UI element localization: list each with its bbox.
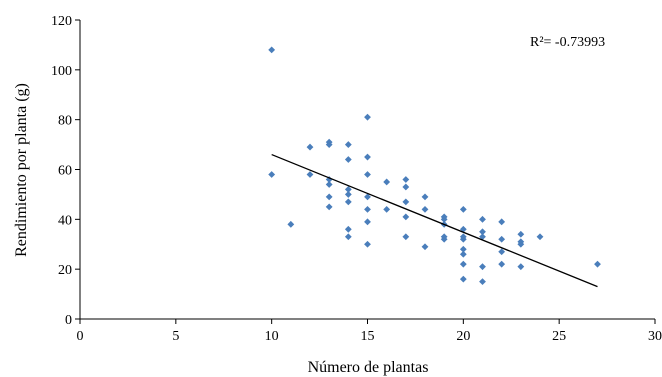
axes — [79, 20, 655, 320]
y-tick-label: 80 — [58, 114, 72, 129]
data-point — [364, 113, 371, 121]
x-tick-label: 15 — [361, 329, 375, 344]
data-point — [459, 250, 467, 258]
data-point — [402, 198, 410, 206]
data-point — [421, 193, 429, 201]
data-point — [459, 205, 467, 213]
data-point — [498, 260, 506, 268]
x-tick-label: 0 — [77, 329, 84, 344]
data-point — [594, 260, 601, 268]
data-point — [459, 260, 467, 268]
data-point — [268, 171, 276, 178]
x-tick-label: 25 — [552, 329, 566, 344]
y-tick-label: 40 — [58, 213, 72, 228]
data-point — [268, 46, 276, 54]
data-points — [268, 46, 601, 286]
x-axis-title: Número de plantas — [308, 359, 429, 376]
data-point — [364, 218, 371, 226]
trendline — [271, 153, 598, 288]
data-point — [344, 198, 352, 206]
data-point — [383, 178, 391, 186]
x-tick-label: 30 — [648, 329, 662, 344]
data-point — [498, 235, 506, 243]
data-point — [306, 171, 314, 178]
data-point — [459, 245, 467, 253]
data-point — [517, 263, 525, 271]
data-point — [344, 186, 352, 193]
data-point — [402, 183, 410, 191]
ticks: 0 20 40 60 80 100 120 0 5 10 15 20 25 30 — [51, 14, 662, 344]
data-point — [287, 220, 295, 228]
data-point — [306, 143, 314, 151]
data-point — [325, 203, 333, 211]
data-point — [402, 233, 410, 241]
data-point — [325, 193, 333, 201]
y-tick-label: 60 — [58, 164, 72, 179]
data-point — [421, 243, 429, 251]
r-squared-annotation: R²= -0.73993 — [530, 35, 605, 50]
data-point — [517, 230, 525, 238]
x-tick-label: 10 — [265, 329, 279, 344]
data-point — [344, 233, 352, 241]
data-point — [440, 235, 448, 243]
data-point — [364, 240, 371, 248]
data-point — [402, 176, 410, 183]
data-point — [498, 218, 506, 226]
y-tick-label: 120 — [51, 14, 72, 29]
x-tick-label: 5 — [172, 329, 179, 344]
data-point — [325, 141, 333, 148]
data-point — [479, 263, 486, 271]
data-point — [344, 141, 352, 148]
data-point — [364, 205, 371, 213]
data-point — [479, 278, 486, 286]
data-point — [517, 240, 525, 248]
y-axis-title: Rendimiento por planta (g) — [13, 83, 30, 257]
data-point — [364, 193, 371, 201]
data-point — [459, 275, 467, 283]
data-point — [344, 225, 352, 233]
data-point — [325, 181, 333, 188]
data-point — [344, 191, 352, 198]
x-tick-label: 20 — [456, 329, 470, 344]
data-point — [440, 215, 448, 223]
data-point — [421, 205, 429, 213]
data-point — [479, 228, 486, 236]
data-point — [479, 233, 486, 241]
data-point — [364, 171, 371, 178]
data-point — [402, 213, 410, 221]
y-tick-label: 100 — [51, 64, 72, 79]
trendline-group — [271, 153, 598, 288]
data-point — [498, 248, 506, 256]
data-point — [364, 153, 371, 161]
data-point — [383, 205, 391, 213]
data-point — [344, 156, 352, 163]
y-tick-label: 0 — [65, 313, 72, 328]
y-tick-label: 20 — [58, 263, 72, 278]
data-point — [459, 235, 467, 243]
data-point — [479, 215, 486, 223]
data-point — [536, 233, 544, 241]
